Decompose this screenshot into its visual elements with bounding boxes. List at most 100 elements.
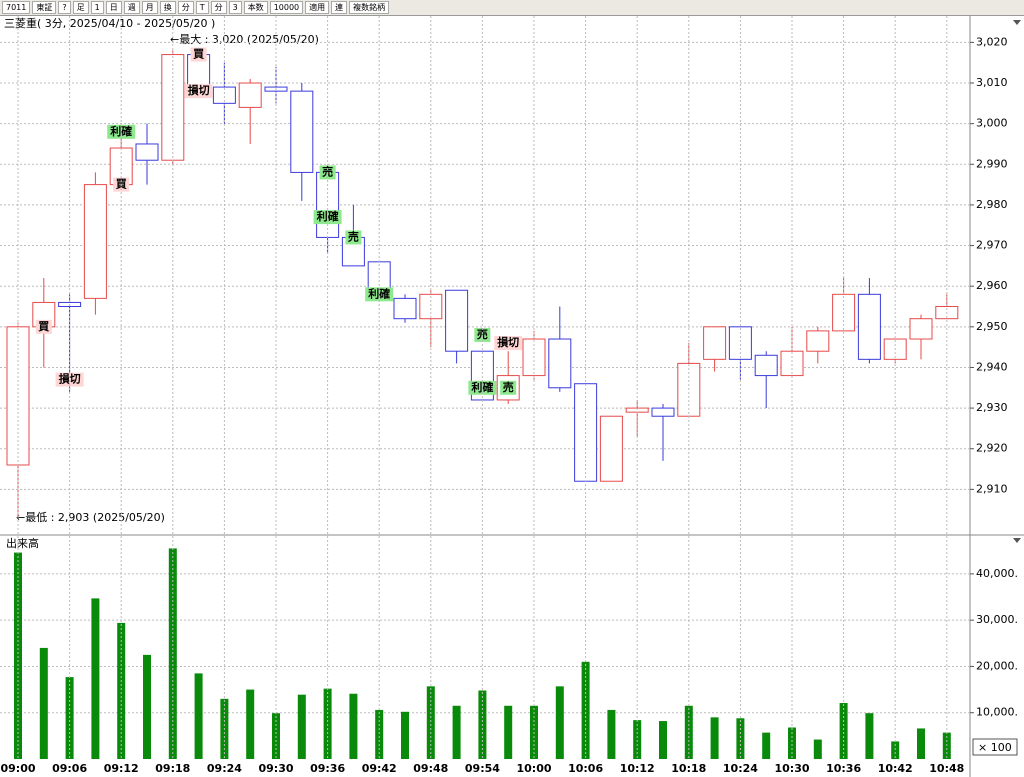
x-tick-label: 09:06 bbox=[52, 762, 87, 775]
candle-body bbox=[703, 326, 727, 360]
volume-bar bbox=[323, 688, 332, 759]
x-tick-label: 09:48 bbox=[413, 762, 448, 775]
y-tick-label: 2,940 bbox=[976, 360, 1008, 373]
toolbar-button[interactable]: T bbox=[195, 1, 209, 14]
toolbar-button[interactable]: 複数銘柄 bbox=[349, 1, 390, 14]
x-tick-label: 09:42 bbox=[362, 762, 397, 775]
y-tick-label: 3,020 bbox=[976, 35, 1008, 48]
candle-body bbox=[238, 82, 262, 108]
toolbar-button[interactable]: 連 bbox=[331, 1, 348, 14]
y-tick-label: 3,010 bbox=[976, 76, 1008, 89]
volume-bar bbox=[504, 705, 513, 759]
volume-bar bbox=[581, 661, 590, 759]
x-tick-label: 09:24 bbox=[207, 762, 242, 775]
y-tick-label: 20,000. bbox=[976, 659, 1018, 672]
menu-arrow[interactable] bbox=[1013, 538, 1021, 543]
x-tick-label: 09:18 bbox=[155, 762, 190, 775]
toolbar: 7011 東証? 足 1 日週月換分 T 分 3 本数 10000 適用連複数銘柄 bbox=[0, 0, 1024, 16]
x-tick-label: 10:24 bbox=[723, 762, 758, 775]
volume-bar bbox=[788, 727, 796, 759]
y-tick-label: 2,910 bbox=[976, 482, 1008, 495]
volume-bar bbox=[555, 686, 564, 759]
volume-bar bbox=[143, 654, 151, 759]
candle-body bbox=[419, 293, 443, 320]
trade-marker: 利確 bbox=[110, 124, 132, 138]
x-tick-label: 10:30 bbox=[774, 762, 809, 775]
y-tick-label: 2,950 bbox=[976, 320, 1008, 333]
volume-bar bbox=[452, 705, 461, 759]
y-tick-label: 2,920 bbox=[976, 442, 1008, 455]
y-tick-label: 30,000. bbox=[976, 613, 1018, 626]
volume-bar bbox=[633, 720, 642, 759]
volume-bar bbox=[246, 689, 255, 759]
volume-bar bbox=[736, 718, 745, 759]
y-tick-label: 10,000. bbox=[976, 706, 1018, 719]
y-tick-label: 3,000 bbox=[976, 117, 1008, 130]
toolbar-button[interactable]: 本数 bbox=[243, 1, 268, 14]
toolbar-button[interactable]: 足 bbox=[72, 1, 89, 14]
trade-marker: 損切 bbox=[497, 335, 519, 349]
toolbar-button[interactable]: 東証 bbox=[32, 1, 57, 14]
candle-body bbox=[393, 297, 417, 320]
trade-marker: 売 bbox=[322, 164, 333, 178]
toolbar-button[interactable]: 月 bbox=[141, 1, 158, 14]
candle-body bbox=[135, 143, 159, 161]
menu-arrow[interactable] bbox=[1013, 20, 1021, 25]
y-tick-label: 2,990 bbox=[976, 157, 1008, 170]
candle-body bbox=[548, 338, 572, 389]
x-tick-label: 10:00 bbox=[516, 762, 551, 775]
volume-bar bbox=[375, 709, 384, 759]
trade-marker-bg bbox=[345, 230, 362, 245]
toolbar-button[interactable]: 適用 bbox=[305, 1, 330, 14]
chart-title: 三菱重( 3分, 2025/04/10 - 2025/05/20 ) bbox=[4, 16, 215, 30]
volume-bar bbox=[710, 717, 719, 759]
volume-bar bbox=[91, 598, 100, 759]
trade-marker: 買 bbox=[193, 48, 204, 61]
x-tick-label: 09:54 bbox=[465, 762, 500, 775]
volume-bar bbox=[117, 622, 126, 759]
candle-body bbox=[857, 293, 881, 360]
trade-marker-bg bbox=[190, 47, 207, 62]
trade-marker-bg bbox=[184, 84, 213, 99]
toolbar-button[interactable]: 分 bbox=[210, 1, 227, 14]
trade-marker: 売 bbox=[348, 229, 359, 243]
candle-body bbox=[806, 330, 830, 352]
x-tick-label: 10:36 bbox=[826, 762, 861, 775]
y-tick-label: 2,960 bbox=[976, 279, 1008, 292]
candle-body bbox=[728, 326, 752, 360]
toolbar-button[interactable]: 1 bbox=[90, 1, 104, 14]
volume-title: 出来高 bbox=[6, 536, 39, 550]
toolbar-button[interactable]: 週 bbox=[123, 1, 140, 14]
volume-bar bbox=[65, 677, 74, 759]
toolbar-button[interactable]: 分 bbox=[177, 1, 194, 14]
trade-marker-bg bbox=[500, 380, 517, 395]
trade-marker-bg bbox=[468, 380, 497, 395]
y-tick-label: 2,930 bbox=[976, 401, 1008, 414]
x-tick-label: 10:42 bbox=[878, 762, 913, 775]
toolbar-button[interactable]: 換 bbox=[159, 1, 176, 14]
toolbar-button[interactable]: ? bbox=[58, 1, 71, 14]
trade-marker-bg bbox=[107, 124, 136, 139]
candle-body bbox=[212, 86, 236, 104]
y-tick-label: 40,000. bbox=[976, 567, 1018, 580]
x-tick-label: 09:36 bbox=[310, 762, 345, 775]
candle-body bbox=[290, 90, 314, 173]
annotation: ←最大 : 3,020 (2025/05/20) bbox=[170, 32, 319, 46]
volume-bar bbox=[349, 693, 358, 759]
volume-bar bbox=[607, 709, 616, 759]
toolbar-button[interactable]: 10000 bbox=[269, 1, 304, 14]
trade-marker: 買 bbox=[38, 320, 49, 333]
volume-bar bbox=[917, 728, 925, 759]
trade-marker-bg bbox=[474, 327, 491, 342]
trade-marker-bg bbox=[35, 319, 52, 334]
trade-marker: 利確 bbox=[471, 380, 493, 394]
y-tick-label: 2,970 bbox=[976, 239, 1008, 252]
toolbar-button[interactable]: 7011 bbox=[2, 1, 31, 14]
volume-bar bbox=[426, 686, 435, 759]
candle-body bbox=[754, 354, 778, 377]
toolbar-button[interactable]: 3 bbox=[228, 1, 242, 14]
toolbar-button[interactable]: 日 bbox=[105, 1, 122, 14]
x-tick-label: 10:18 bbox=[671, 762, 706, 775]
x-tick-label: 09:12 bbox=[104, 762, 139, 775]
